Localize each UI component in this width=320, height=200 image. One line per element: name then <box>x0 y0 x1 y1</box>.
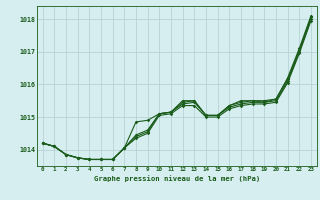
X-axis label: Graphe pression niveau de la mer (hPa): Graphe pression niveau de la mer (hPa) <box>94 175 260 182</box>
